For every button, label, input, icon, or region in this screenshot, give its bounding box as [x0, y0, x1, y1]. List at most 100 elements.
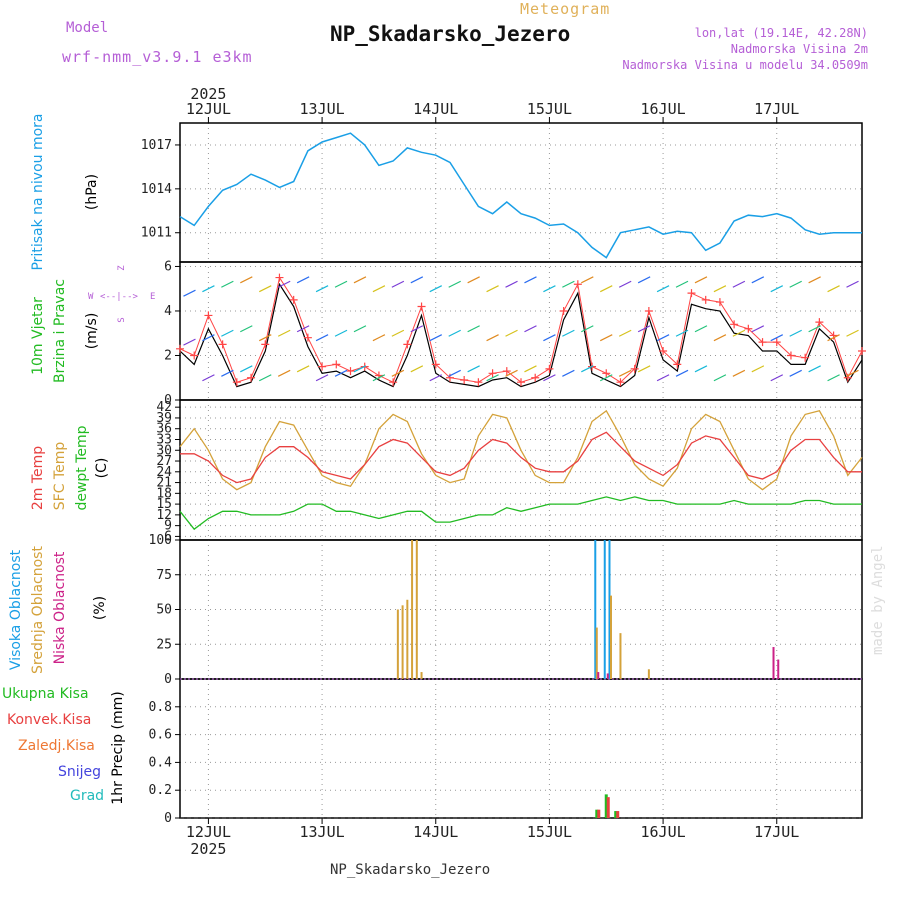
cloud-bar [603, 540, 606, 679]
wind-barb [599, 285, 613, 293]
precip-bar [606, 797, 610, 818]
precip-bar [614, 811, 618, 818]
wind-gust-marker [417, 302, 426, 311]
wind-barb [277, 329, 291, 337]
wind-barb [618, 280, 632, 288]
dewpoint-line [179, 496, 862, 531]
bottom-day-label: 13JUL [300, 823, 345, 841]
wind-barb [789, 369, 802, 377]
temp-ytick-label: 36 [156, 422, 172, 437]
wind-barb [751, 365, 765, 373]
wind-barb [751, 276, 765, 284]
wind-barb [486, 334, 499, 342]
wind-barb [486, 374, 499, 382]
pressure-ylabel: Pritisak na nivou mora [30, 113, 46, 270]
wind-gust-marker [602, 369, 611, 378]
wind-gust-marker [644, 306, 653, 315]
temp-ytick-label: 24 [156, 465, 172, 480]
wind-barb [467, 325, 480, 333]
temp-ylabel-2: SFC Temp [52, 442, 68, 511]
wind-barb [183, 379, 195, 385]
wind-barb [221, 329, 234, 337]
wind-barb [505, 280, 518, 288]
top-day-label: 13JUL [300, 100, 345, 118]
wind-barb [410, 325, 424, 333]
wind-barb [637, 276, 651, 284]
temp-frame [179, 399, 863, 541]
cloud-bar [415, 540, 418, 679]
wind-barb [637, 365, 651, 373]
wind-barb [448, 280, 461, 288]
top-day-label: 15JUL [527, 100, 572, 118]
cloud-bar [597, 672, 600, 679]
wind-barb [846, 369, 859, 377]
precip-legend-item: Ukupna Kisa [2, 686, 89, 702]
wind-ytick-label: 2 [164, 348, 172, 363]
wind-speed-line [179, 282, 863, 388]
wind-barb [391, 329, 405, 337]
meteogram-label: Meteogram [520, 0, 611, 18]
wind-ytick-label: 0 [164, 393, 172, 408]
wind-barb [467, 276, 480, 284]
bottom-day-label: 14JUL [413, 823, 458, 841]
wind-gust-marker [517, 378, 525, 387]
wind-barb [258, 334, 272, 342]
wind-ylabel-2: Brzina i Pravac [52, 279, 68, 383]
cloud-bar [647, 669, 650, 679]
bottom-day-label: 16JUL [641, 823, 686, 841]
cloud-ytick-label: 75 [156, 568, 172, 583]
wind-barb [732, 369, 746, 377]
wind-barb [732, 280, 746, 288]
wind-barb [713, 374, 727, 382]
wind-barb [353, 365, 367, 373]
temp-ylabel-1: 2m Temp [30, 446, 46, 510]
cloud-bar [619, 633, 622, 679]
top-year-label: 2025 [190, 85, 226, 103]
wind-barb [808, 365, 821, 373]
wind-barb [675, 369, 689, 377]
compass-west: W [88, 292, 94, 302]
wind-barb [562, 280, 575, 288]
wind-barb [808, 325, 821, 333]
cloud-unit: (%) [92, 596, 108, 620]
wind-gust-marker [389, 378, 398, 387]
model-elevation-label: Nadmorska Visina u modelu 34.0509m [622, 58, 868, 72]
precip-legend-item: Zaledj.Kisa [18, 738, 95, 754]
wind-barb [334, 329, 348, 337]
wind-gust-marker [488, 369, 497, 378]
cloud-bar [606, 673, 609, 679]
cloud-ylabel-low: Niska Oblacnost [52, 551, 68, 664]
wind-barb [751, 325, 765, 333]
wind-barb [808, 276, 821, 284]
wind-barb [240, 325, 253, 333]
wind-barb [334, 280, 348, 288]
wind-gust-marker [502, 367, 511, 376]
wind-barb [353, 276, 367, 284]
lonlat-label: lon,lat (19.14E, 42.28N) [694, 26, 868, 40]
wind-barb [846, 329, 859, 337]
wind-gust-marker [531, 373, 540, 382]
precip-ytick-label: 0 [164, 811, 172, 826]
wind-gust-marker [815, 318, 824, 327]
temp-ytick-label: 15 [156, 497, 172, 512]
wind-barb [675, 329, 689, 337]
precip-legend-item: Konvek.Kisa [7, 712, 91, 728]
wind-barb [827, 334, 840, 342]
wind-barb [562, 329, 575, 337]
wind-gust-marker [247, 373, 256, 382]
temp-ytick-label: 21 [156, 476, 172, 491]
temp-ytick-label: 42 [156, 400, 172, 415]
temp-ytick-label: 30 [156, 443, 172, 458]
temp-ytick-label: 33 [156, 432, 172, 447]
wind-gust-marker [545, 364, 554, 373]
wind-barb [429, 374, 443, 382]
cloud-ytick-label: 25 [156, 637, 172, 652]
temp-ylabel-3: dewpt Temp [74, 425, 90, 510]
wind-barb [372, 374, 386, 382]
wind-barb [486, 285, 499, 293]
wind-barb [656, 334, 670, 342]
wind-gust-marker [190, 351, 199, 360]
precip-legend-item: Grad [70, 788, 104, 804]
wind-barb [846, 280, 859, 288]
wind-barb [770, 374, 784, 382]
